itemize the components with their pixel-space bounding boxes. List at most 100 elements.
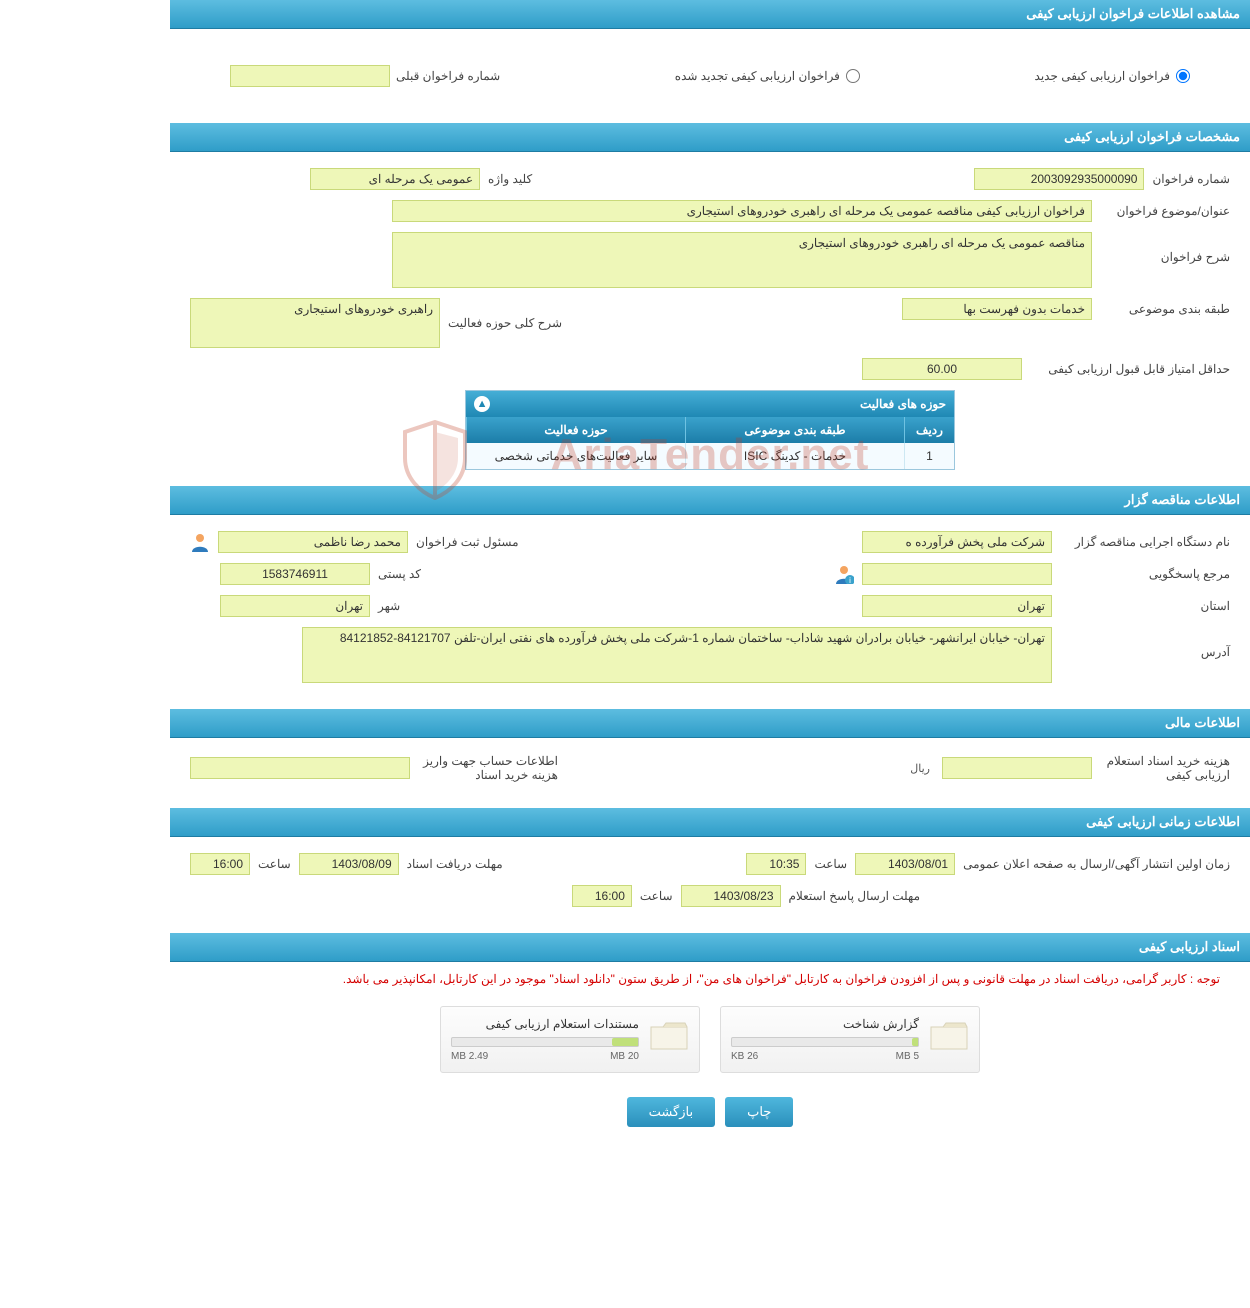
desc-field: مناقصه عمومی یک مرحله ای راهبری خودروهای… <box>392 232 1092 288</box>
collapse-icon[interactable]: ▲ <box>474 396 490 412</box>
receive-time: 16:00 <box>190 853 250 875</box>
doc-card-1[interactable]: مستندات استعلام ارزیابی کیفی 20 MB 2.49 … <box>440 1006 700 1073</box>
doc-bar-fill-1 <box>612 1038 638 1046</box>
svg-text:i: i <box>849 576 851 584</box>
responder-label: مرجع پاسخگویی <box>1060 567 1230 581</box>
activity-title-bar: حوزه های فعالیت ▲ <box>466 391 954 417</box>
cell-scope: سایر فعالیت‌های خدماتی شخصی <box>466 443 685 469</box>
fin-header-text: اطلاعات مالی <box>1165 715 1240 730</box>
doc-title-1: مستندات استعلام ارزیابی کیفی <box>451 1017 639 1031</box>
hour2: ساعت <box>258 857 291 871</box>
col-cat: طبقه بندی موضوعی <box>685 417 904 443</box>
minscore-field: 60.00 <box>862 358 1022 380</box>
doc-sizes-1: 20 MB 2.49 MB <box>451 1051 639 1062</box>
rial-unit: ریال <box>910 762 930 775</box>
receive-label: مهلت دریافت اسناد <box>407 857 503 871</box>
radio-renewed-wrap: فراخوان ارزیابی کیفی تجدید شده <box>675 69 860 83</box>
receive-date: 1403/08/09 <box>299 853 399 875</box>
postal-field: 1583746911 <box>220 563 370 585</box>
province-field: تهران <box>862 595 1052 617</box>
spec-header-text: مشخصات فراخوان ارزیابی کیفی <box>1064 129 1240 144</box>
subject-label: عنوان/موضوع فراخوان <box>1100 204 1230 218</box>
time-body: زمان اولین انتشار آگهی/ارسال به صفحه اعل… <box>170 837 1250 933</box>
spec-header: مشخصات فراخوان ارزیابی کیفی <box>170 123 1250 152</box>
exec-label: نام دستگاه اجرایی مناقصه گزار <box>1060 535 1230 549</box>
scope-label: شرح کلی حوزه فعالیت <box>448 298 562 330</box>
doc-title-0: گزارش شناخت <box>731 1017 919 1031</box>
prev-number-label: شماره فراخوان قبلی <box>396 69 500 83</box>
responder-field <box>862 563 1052 585</box>
fin-body: هزینه خرید اسناد استعلام ارزیابی کیفی ری… <box>170 738 1250 808</box>
doc-cap-0: 5 MB <box>896 1051 919 1062</box>
publish-time: 10:35 <box>746 853 806 875</box>
page-root: AriaTender.net مشاهده اطلاعات فراخوان ار… <box>170 0 1250 1167</box>
category-label: طبقه بندی موضوعی <box>1100 302 1230 316</box>
time-header: اطلاعات زمانی ارزیابی کیفی <box>170 808 1250 837</box>
keyword-label: کلید واژه <box>488 172 532 186</box>
registrar-field: محمد رضا ناظمی <box>218 531 408 553</box>
page-title: مشاهده اطلاعات فراخوان ارزیابی کیفی <box>1026 6 1240 21</box>
publish-date: 1403/08/01 <box>855 853 955 875</box>
address-label: آدرس <box>1060 627 1230 659</box>
exec-field: شرکت ملی پخش فرآورده ه <box>862 531 1052 553</box>
prev-number-wrap: شماره فراخوان قبلی <box>230 65 500 87</box>
col-scope: حوزه فعالیت <box>466 417 685 443</box>
doc-meta-0: گزارش شناخت 5 MB 26 KB <box>731 1017 919 1062</box>
doc-cap-1: 20 MB <box>610 1051 639 1062</box>
radio-new-label: فراخوان ارزیابی کیفی جدید <box>1035 69 1170 83</box>
postal-label: کد پستی <box>378 567 421 581</box>
hour1: ساعت <box>814 857 847 871</box>
publish-label: زمان اولین انتشار آگهی/ارسال به صفحه اعل… <box>963 857 1230 871</box>
person-info-icon: i <box>834 564 854 584</box>
docs-row: گزارش شناخت 5 MB 26 KB مستندات استعلام ا… <box>190 1006 1230 1073</box>
hour3: ساعت <box>640 889 673 903</box>
reply-time: 16:00 <box>572 885 632 907</box>
org-header-text: اطلاعات مناقصه گزار <box>1125 492 1240 507</box>
desc-label: شرح فراخوان <box>1100 232 1230 264</box>
doc-bar-1 <box>451 1037 639 1047</box>
province-label: استان <box>1060 599 1230 613</box>
cost-label: هزینه خرید اسناد استعلام ارزیابی کیفی <box>1100 754 1230 782</box>
city-field: تهران <box>220 595 370 617</box>
number-field: 2003092935000090 <box>974 168 1144 190</box>
radio-renewed-label: فراخوان ارزیابی کیفی تجدید شده <box>675 69 840 83</box>
org-body: نام دستگاه اجرایی مناقصه گزار شرکت ملی پ… <box>170 515 1250 709</box>
activity-table: حوزه های فعالیت ▲ ردیف طبقه بندی موضوعی … <box>465 390 955 470</box>
scope-field: راهبری خودروهای استیجاری <box>190 298 440 348</box>
doc-meta-1: مستندات استعلام ارزیابی کیفی 20 MB 2.49 … <box>451 1017 639 1062</box>
col-idx: ردیف <box>904 417 954 443</box>
button-row: چاپ بازگشت <box>190 1073 1230 1151</box>
back-button[interactable]: بازگشت <box>627 1097 715 1127</box>
doc-used-1: 2.49 MB <box>451 1051 488 1062</box>
docs-note: توجه : کاربر گرامی، دریافت اسناد در مهلت… <box>190 968 1230 1000</box>
number-label: شماره فراخوان <box>1152 172 1230 186</box>
folder-icon <box>929 1017 969 1053</box>
cell-idx: 1 <box>904 443 954 469</box>
doc-bar-0 <box>731 1037 919 1047</box>
account-label: اطلاعات حساب جهت واریز هزینه خرید اسناد <box>418 754 558 782</box>
time-header-text: اطلاعات زمانی ارزیابی کیفی <box>1086 814 1240 829</box>
person-icon <box>190 532 210 552</box>
account-field <box>190 757 410 779</box>
reply-label: مهلت ارسال پاسخ استعلام <box>789 889 920 903</box>
doc-sizes-0: 5 MB 26 KB <box>731 1051 919 1062</box>
print-button[interactable]: چاپ <box>725 1097 793 1127</box>
docs-body: توجه : کاربر گرامی، دریافت اسناد در مهلت… <box>170 962 1250 1167</box>
radio-new[interactable] <box>1176 69 1190 83</box>
keyword-field: عمومی یک مرحله ای <box>310 168 480 190</box>
registrar-label: مسئول ثبت فراخوان <box>416 535 519 549</box>
radio-renewed[interactable] <box>846 69 860 83</box>
prev-number-field <box>230 65 390 87</box>
reply-date: 1403/08/23 <box>681 885 781 907</box>
doc-card-0[interactable]: گزارش شناخت 5 MB 26 KB <box>720 1006 980 1073</box>
fin-header: اطلاعات مالی <box>170 709 1250 738</box>
org-header: اطلاعات مناقصه گزار <box>170 486 1250 515</box>
cost-field <box>942 757 1092 779</box>
radio-new-wrap: فراخوان ارزیابی کیفی جدید <box>1035 69 1190 83</box>
activity-title-text: حوزه های فعالیت <box>860 397 946 411</box>
spec-body: شماره فراخوان 2003092935000090 کلید واژه… <box>170 152 1250 486</box>
category-field: خدمات بدون فهرست بها <box>902 298 1092 320</box>
doc-used-0: 26 KB <box>731 1051 758 1062</box>
docs-header-text: اسناد ارزیابی کیفی <box>1139 939 1240 954</box>
minscore-label: حداقل امتیاز قابل قبول ارزیابی کیفی <box>1030 362 1230 376</box>
